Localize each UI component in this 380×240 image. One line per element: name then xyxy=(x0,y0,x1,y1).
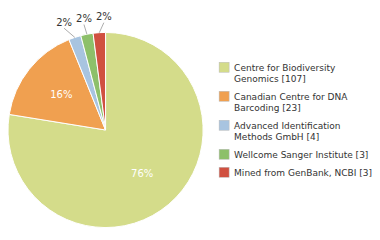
legend-label-line: Advanced Identification xyxy=(234,121,340,131)
legend-label-line: Centre for Biodiversity xyxy=(234,63,336,73)
legend-swatch xyxy=(219,149,229,159)
data-label: 2% xyxy=(96,11,112,22)
pie-slice xyxy=(93,32,105,130)
legend-label-line: Genomics [107] xyxy=(234,74,306,84)
legend-label-line: Mined from GenBank, NCBI [3] xyxy=(234,168,372,178)
pie-slice xyxy=(8,32,203,227)
legend-label-line: Wellcome Sanger Institute [3] xyxy=(234,150,368,160)
chart: Centre for BiodiversityGenomics [107] Can… xyxy=(0,0,380,240)
legend-swatch xyxy=(219,120,229,130)
legend-label: Wellcome Sanger Institute [3] xyxy=(234,150,368,160)
data-labels: 76% 16% 2% 2% 2% xyxy=(50,11,153,178)
legend-label-line: Barcoding [23] xyxy=(234,103,301,113)
legend: Centre for BiodiversityGenomics [107] Can… xyxy=(219,62,372,178)
legend-label: Mined from GenBank, NCBI [3] xyxy=(234,168,372,178)
pie-slice xyxy=(81,33,106,130)
leader-line xyxy=(99,23,104,33)
data-label: 2% xyxy=(56,17,72,28)
legend-item: Advanced IdentificationMethods GmbH [4] xyxy=(219,120,340,142)
leader-line xyxy=(84,25,87,35)
pie xyxy=(8,32,203,227)
legend-label: Advanced IdentificationMethods GmbH [4] xyxy=(234,121,340,142)
legend-item: Wellcome Sanger Institute [3] xyxy=(219,149,368,160)
legend-item: Canadian Centre for DNABarcoding [23] xyxy=(219,91,348,113)
leader-line xyxy=(64,28,75,37)
data-label: 76% xyxy=(131,168,153,179)
data-label: 16% xyxy=(50,89,72,100)
legend-label-line: Methods GmbH [4] xyxy=(234,132,319,142)
legend-swatch xyxy=(219,62,229,72)
legend-item: Centre for BiodiversityGenomics [107] xyxy=(219,62,336,84)
legend-label: Centre for BiodiversityGenomics [107] xyxy=(234,63,336,84)
data-label: 2% xyxy=(76,13,92,24)
legend-label: Canadian Centre for DNABarcoding [23] xyxy=(234,92,348,113)
legend-swatch xyxy=(219,167,229,177)
legend-swatch xyxy=(219,91,229,101)
legend-item: Mined from GenBank, NCBI [3] xyxy=(219,167,372,178)
legend-label-line: Canadian Centre for DNA xyxy=(234,92,348,102)
